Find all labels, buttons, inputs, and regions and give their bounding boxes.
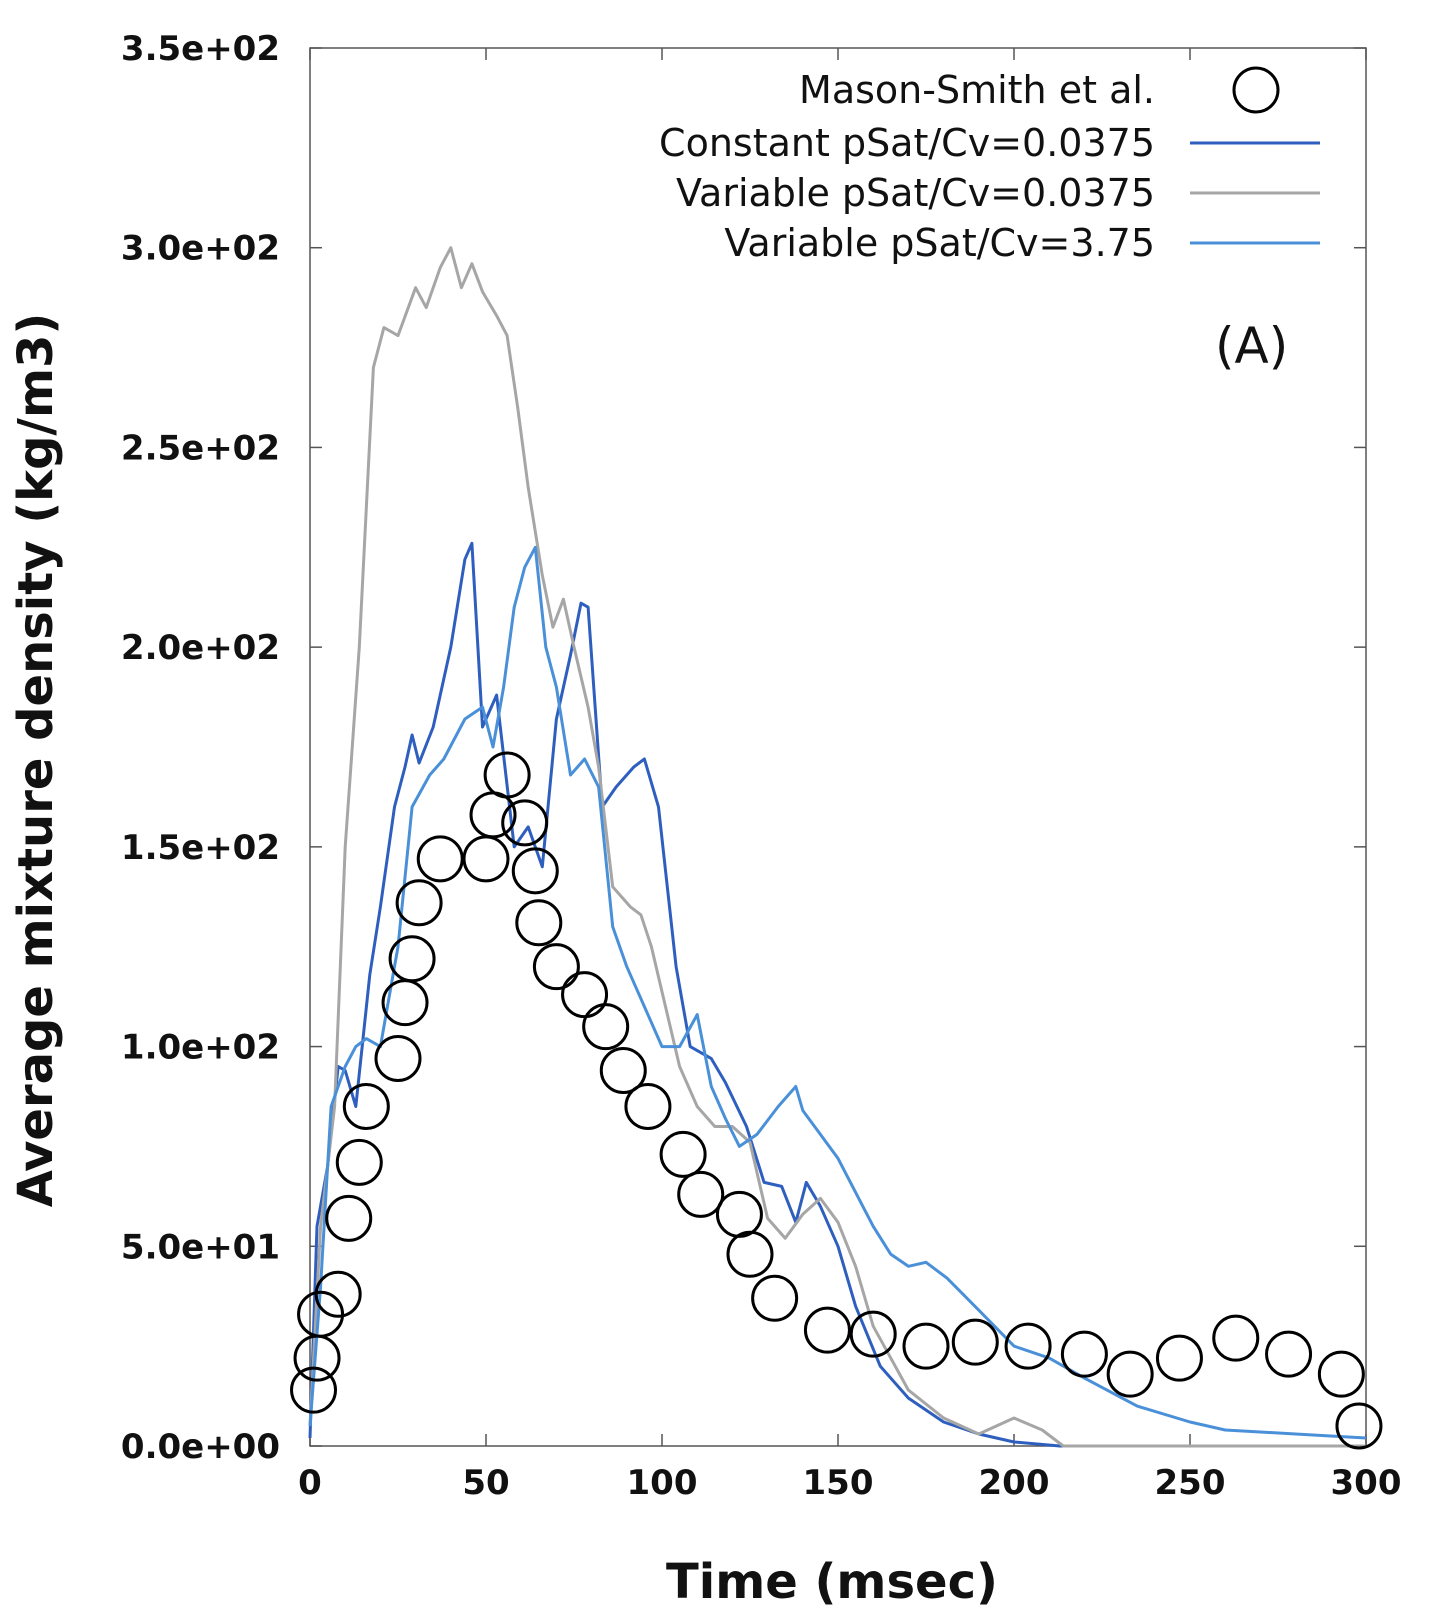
y-tick-label: 1.0e+02	[121, 1028, 280, 1068]
series-lines	[308, 246, 1367, 1448]
data-point	[501, 799, 549, 847]
data-point	[532, 943, 580, 991]
data-point	[803, 1306, 851, 1354]
data-point	[849, 1310, 897, 1358]
y-tick-label: 3.0e+02	[121, 229, 280, 269]
data-point	[659, 1130, 707, 1178]
y-tick-label: 1.5e+02	[121, 828, 280, 868]
y-tick-label: 2.5e+02	[121, 428, 280, 468]
legend: Mason-Smith et al. Constant pSat/Cv=0.037…	[659, 66, 1320, 265]
data-point	[342, 1082, 390, 1130]
axis-ticks: 0 50 100 150 200 250 300 0.0e+00 5.0e+01 1.0e+02 1…	[121, 29, 1402, 1503]
data-point	[751, 1274, 799, 1322]
data-point	[335, 1138, 383, 1186]
series-line-2	[308, 246, 1366, 1448]
y-tick-label: 0.0e+00	[121, 1427, 280, 1467]
data-point	[297, 1290, 345, 1338]
x-tick-label: 250	[1155, 1463, 1226, 1503]
data-point	[902, 1322, 950, 1370]
data-point	[1106, 1350, 1154, 1398]
data-point	[599, 1047, 647, 1095]
data-markers	[290, 751, 1383, 1450]
legend-label: Constant pSat/Cv=0.0375	[659, 121, 1155, 165]
x-tick-label: 100	[627, 1463, 698, 1503]
panel-label: (A)	[1215, 317, 1288, 375]
data-point	[314, 1270, 362, 1318]
data-point	[1265, 1330, 1313, 1378]
legend-label: Variable pSat/Cv=3.75	[724, 221, 1155, 265]
data-point	[582, 1003, 630, 1051]
legend-label: Mason-Smith et al.	[799, 68, 1155, 112]
data-point	[726, 1230, 774, 1278]
data-point	[951, 1318, 999, 1366]
data-point	[483, 751, 531, 799]
legend-label: Variable pSat/Cv=0.0375	[676, 171, 1155, 215]
data-point	[1155, 1334, 1203, 1382]
data-point	[374, 1035, 422, 1083]
x-tick-label: 300	[1331, 1463, 1402, 1503]
data-point	[388, 935, 436, 983]
data-point	[515, 899, 563, 947]
plot-frame	[309, 47, 1367, 1447]
y-tick-label: 5.0e+01	[121, 1227, 280, 1267]
data-point	[325, 1194, 373, 1242]
data-point	[290, 1366, 338, 1414]
data-point	[677, 1170, 725, 1218]
x-tick-label: 0	[298, 1463, 322, 1503]
data-point	[1212, 1314, 1260, 1362]
x-axis-title: Time (msec)	[666, 1554, 998, 1610]
data-point	[624, 1082, 672, 1130]
legend-marker	[1232, 66, 1280, 114]
y-tick-label: 3.5e+02	[121, 29, 280, 69]
y-tick-label: 2.0e+02	[121, 628, 280, 668]
data-point	[1004, 1322, 1052, 1370]
x-tick-label: 200	[979, 1463, 1050, 1503]
data-point	[395, 879, 443, 927]
data-point	[1060, 1330, 1108, 1378]
x-tick-label: 50	[462, 1463, 509, 1503]
data-point	[511, 847, 559, 895]
y-axis-title: Average mixture density (kg/m3)	[8, 313, 64, 1208]
x-tick-label: 150	[803, 1463, 874, 1503]
data-point	[1317, 1350, 1365, 1398]
data-point	[1335, 1402, 1383, 1450]
series-line-3	[308, 545, 1367, 1440]
data-point	[416, 835, 464, 883]
